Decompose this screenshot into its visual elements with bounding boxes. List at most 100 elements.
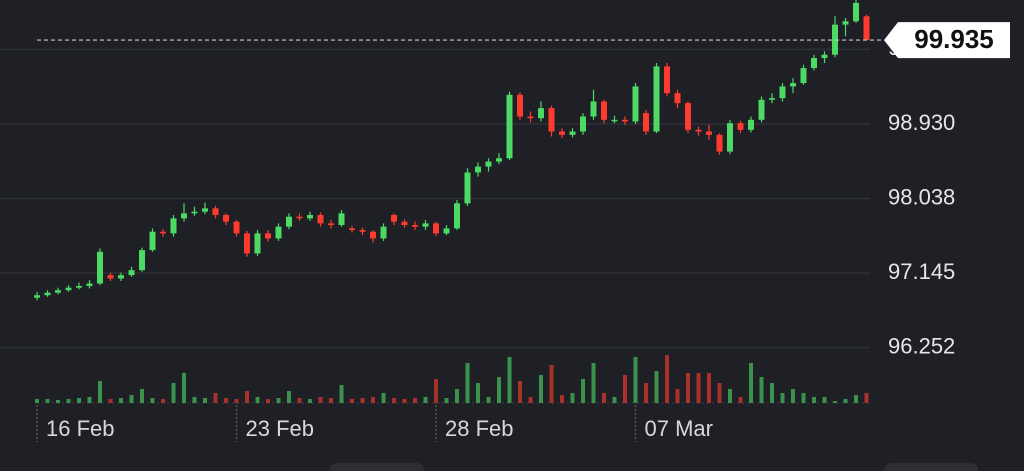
candle-body <box>716 134 723 152</box>
volume-bar <box>570 393 575 403</box>
volume-bar <box>98 381 102 403</box>
y-tick-label: 98.038 <box>888 184 955 209</box>
volume-bar <box>108 399 113 403</box>
candle-body <box>55 290 61 293</box>
candle-body <box>811 58 817 69</box>
candle-body <box>65 287 72 291</box>
volume-bar <box>392 398 396 403</box>
candle-body <box>737 123 744 130</box>
candle-body <box>44 292 51 296</box>
volume-bar <box>56 400 60 403</box>
volume-bar <box>507 357 512 403</box>
volume-bar <box>77 398 81 403</box>
candle-body <box>401 221 408 226</box>
volume-bar <box>623 375 627 403</box>
volume-bar <box>45 399 50 403</box>
candle-body <box>601 101 607 120</box>
volume-bar <box>266 399 270 403</box>
volume-bar <box>654 371 659 403</box>
volume-bar <box>528 397 533 403</box>
volume-bar <box>770 383 774 403</box>
candle-body <box>380 226 387 239</box>
volume-bar <box>297 398 302 403</box>
candles <box>34 0 870 301</box>
candle-body <box>517 94 523 117</box>
candle-body <box>769 98 775 100</box>
volume-bar <box>381 393 386 403</box>
volume-bar <box>371 397 375 403</box>
volume-bar <box>465 363 470 403</box>
candle-body <box>433 223 439 234</box>
candle-body <box>244 233 250 254</box>
candle-body <box>580 116 586 132</box>
candle-body <box>674 93 681 104</box>
candle-body <box>748 119 754 130</box>
candle-body <box>485 161 492 167</box>
volume-bar <box>749 363 753 403</box>
candle-body <box>727 123 733 152</box>
candle-body <box>349 228 355 231</box>
candle-body <box>34 295 40 298</box>
dock-handle <box>884 463 978 471</box>
x-tick-label: 28 Feb <box>445 416 514 441</box>
candle-body <box>653 66 660 132</box>
volume-bar <box>161 399 165 403</box>
candle-body <box>149 231 156 251</box>
candle-body <box>790 83 796 87</box>
volume-bar <box>276 398 281 403</box>
candle-body <box>422 223 429 227</box>
candle-body <box>317 215 324 224</box>
volume-bar <box>602 393 606 403</box>
candle-body <box>685 103 691 130</box>
volume-bar <box>717 383 722 403</box>
candle-body <box>212 208 219 216</box>
candle-body <box>842 21 849 25</box>
volume-bar <box>854 395 858 403</box>
volume-bar <box>66 399 71 403</box>
candle-body <box>118 275 124 279</box>
candle-body <box>538 108 544 119</box>
volume-bar <box>140 389 144 403</box>
volume-bars <box>35 355 869 403</box>
candle-body <box>527 116 534 119</box>
volume-bar <box>812 397 816 403</box>
y-tick-label: 96.252 <box>888 333 955 358</box>
candle-body <box>643 113 649 132</box>
volume-bar <box>455 389 459 403</box>
candle-body <box>76 286 82 288</box>
candle-body <box>412 225 418 227</box>
candle-body <box>338 213 345 226</box>
candle-body <box>622 119 628 122</box>
candle-body <box>191 211 198 214</box>
volume-bar <box>318 397 323 403</box>
last-price-label: 99.935 <box>914 24 994 54</box>
candle-body <box>706 131 712 135</box>
volume-bar <box>476 383 480 403</box>
volume-bar <box>780 393 785 403</box>
candle-body <box>443 228 450 234</box>
candle-body <box>107 275 114 279</box>
candle-body <box>569 131 576 135</box>
candle-body <box>139 250 145 271</box>
x-tick-label: 16 Feb <box>46 416 115 441</box>
candle-body <box>590 101 597 117</box>
candle-body <box>86 283 93 287</box>
candle-body <box>632 86 639 122</box>
volume-bar <box>675 389 680 403</box>
volume-bar <box>665 355 669 403</box>
volume-bar <box>612 397 617 403</box>
volume-bar <box>633 357 638 403</box>
volume-bar <box>497 377 501 403</box>
volume-bar <box>224 398 228 403</box>
candle-body <box>170 218 177 234</box>
volume-bar <box>539 375 543 403</box>
volume-bar <box>822 397 827 403</box>
candle-body <box>391 215 397 222</box>
volume-bar <box>402 399 407 403</box>
volume-bar <box>864 393 869 403</box>
volume-bar <box>791 389 795 403</box>
volume-bar <box>119 398 123 403</box>
candle-body <box>821 54 828 59</box>
